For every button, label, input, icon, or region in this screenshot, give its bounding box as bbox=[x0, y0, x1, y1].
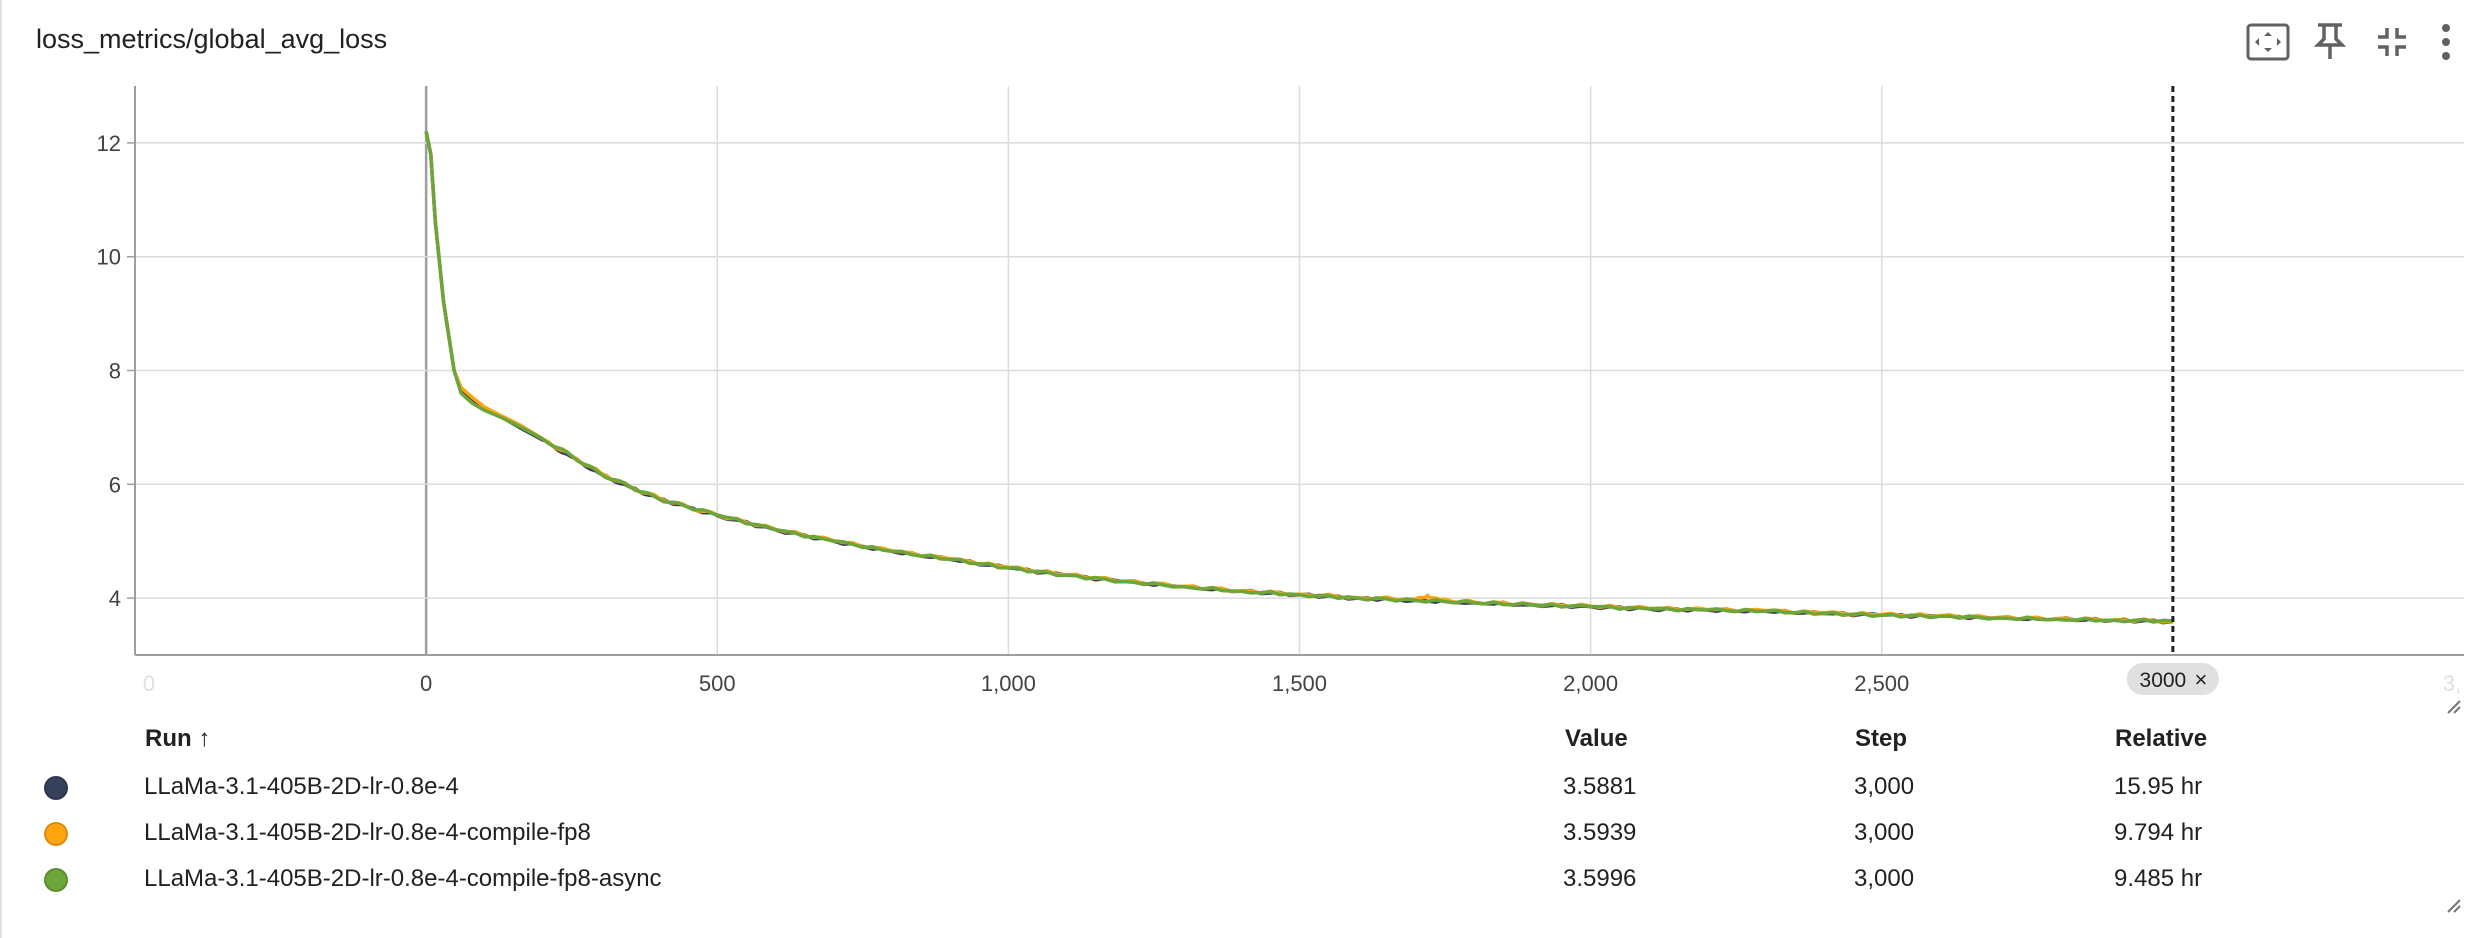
step-cursor-chip[interactable]: 3000 × bbox=[2126, 663, 2219, 695]
more-vert-icon bbox=[2442, 24, 2450, 60]
collapse-icon bbox=[2378, 28, 2406, 56]
collapse-button[interactable] bbox=[2364, 14, 2420, 70]
x-tick-label: 500 bbox=[699, 671, 736, 696]
table-resize-handle[interactable] bbox=[2444, 896, 2462, 914]
run-name: LLaMa-3.1-405B-2D-lr-0.8e-4-compile-fp8 bbox=[144, 819, 591, 846]
run-step: 3,000 bbox=[1854, 819, 1915, 846]
run-step: 3,000 bbox=[1854, 773, 1915, 800]
y-tick-label: 10 bbox=[97, 245, 121, 270]
pin-button[interactable] bbox=[2302, 14, 2358, 70]
y-tick-label: 8 bbox=[109, 359, 121, 384]
run-color-swatch[interactable] bbox=[44, 868, 68, 892]
close-icon[interactable]: × bbox=[2194, 667, 2207, 692]
x-tick-label: 3, bbox=[2443, 671, 2461, 696]
loss-line-chart[interactable]: 0 500 1,000 1,500 2,000 2,500 0 3, 4 6 8 10 12 3000 × bbox=[2, 0, 2474, 700]
run-relative: 9.794 hr bbox=[2114, 819, 2203, 846]
run-color-swatch[interactable] bbox=[44, 822, 68, 846]
y-tick-label: 6 bbox=[109, 472, 121, 497]
y-tick-label: 12 bbox=[97, 131, 121, 156]
x-tick-label: 2,500 bbox=[1854, 671, 1909, 696]
series-line bbox=[424, 131, 2173, 624]
run-color-swatch[interactable] bbox=[44, 776, 68, 800]
card-title: loss_metrics/global_avg_loss bbox=[36, 24, 388, 54]
fit-domain-icon bbox=[2246, 23, 2290, 61]
x-tick-label: 2,000 bbox=[1563, 671, 1618, 696]
run-relative: 9.485 hr bbox=[2114, 865, 2203, 892]
x-tick-label: 0 bbox=[143, 671, 155, 696]
run-step: 3,000 bbox=[1854, 865, 1915, 892]
run-name: LLaMa-3.1-405B-2D-lr-0.8e-4 bbox=[144, 773, 459, 800]
table-row: LLaMa-3.1-405B-2D-lr-0.8e-4 3.5881 3,000… bbox=[2, 765, 2474, 811]
run-relative: 15.95 hr bbox=[2114, 773, 2203, 800]
x-tick-label: 1,500 bbox=[1272, 671, 1327, 696]
table-row: LLaMa-3.1-405B-2D-lr-0.8e-4-compile-fp8 … bbox=[2, 811, 2474, 857]
step-cursor-chip-bg bbox=[2126, 663, 2219, 695]
run-value: 3.5996 bbox=[1563, 865, 1637, 892]
more-options-button[interactable] bbox=[2418, 14, 2474, 70]
y-tick-label: 4 bbox=[109, 586, 121, 611]
x-tick-label: 0 bbox=[420, 671, 432, 696]
run-value: 3.5881 bbox=[1563, 773, 1637, 800]
step-cursor-label: 3000 bbox=[2140, 669, 2187, 692]
value-column-header[interactable]: Value bbox=[1565, 725, 1628, 752]
step-column-header[interactable]: Step bbox=[1855, 725, 1908, 752]
x-tick-label: 1,000 bbox=[981, 671, 1036, 696]
chart-resize-handle[interactable] bbox=[2444, 697, 2462, 715]
pin-icon bbox=[2314, 23, 2346, 59]
table-row: LLaMa-3.1-405B-2D-lr-0.8e-4-compile-fp8-… bbox=[2, 857, 2474, 903]
fit-domain-button[interactable] bbox=[2240, 14, 2296, 70]
run-name: LLaMa-3.1-405B-2D-lr-0.8e-4-compile-fp8-… bbox=[144, 865, 662, 892]
run-column-header[interactable]: Run ↑ bbox=[145, 725, 211, 752]
run-value: 3.5939 bbox=[1563, 819, 1637, 846]
relative-column-header[interactable]: Relative bbox=[2115, 725, 2208, 752]
